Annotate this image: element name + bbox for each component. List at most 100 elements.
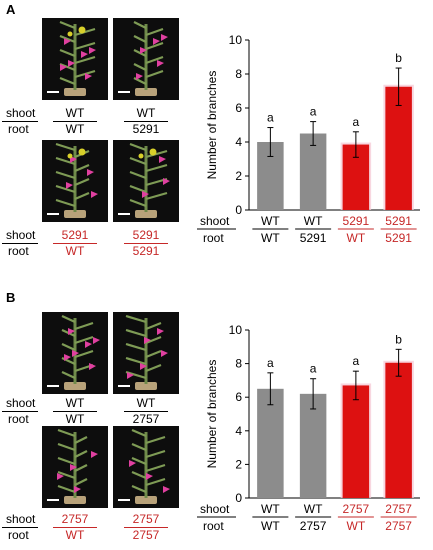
- row-divider: [2, 527, 38, 528]
- y-tick-label: 2: [235, 457, 242, 471]
- graft-divider: [53, 121, 97, 122]
- branches-chart-b: 0 2 4 6 8 10 Number of branches a a a b shoot root WT…: [197, 323, 420, 533]
- y-tick-label: 8: [235, 357, 242, 371]
- graft-shoot-label: WT: [136, 106, 156, 120]
- significance-letter: a: [310, 362, 317, 376]
- significance-letter: a: [267, 111, 274, 125]
- graft-root-label: 2757: [132, 528, 160, 542]
- plant-image: [113, 140, 179, 222]
- y-tick-label: 0: [235, 203, 242, 217]
- y-axis-label: Number of branches: [205, 360, 219, 469]
- graft-root-label: WT: [65, 528, 85, 542]
- graft-divider: [124, 121, 168, 122]
- bar: [299, 133, 327, 210]
- graft-divider: [53, 411, 97, 412]
- plant-image: [113, 18, 179, 100]
- graft-shoot-label: WT: [65, 396, 85, 410]
- row-divider: [2, 411, 38, 412]
- graft-shoot-label: 5291: [61, 228, 89, 242]
- plant-photo: [42, 312, 108, 394]
- shoot-row-label: shoot: [200, 214, 230, 228]
- category-shoot-label: 2757: [385, 502, 412, 516]
- y-tick-label: 10: [229, 33, 243, 47]
- root-row-label: root: [203, 231, 224, 245]
- graft-shoot-label: 2757: [61, 512, 89, 526]
- y-tick-label: 8: [235, 67, 242, 81]
- y-tick-label: 6: [235, 390, 242, 404]
- panel-letter-a: A: [6, 2, 16, 17]
- graft-divider: [124, 411, 168, 412]
- category-root-label: 5291: [300, 231, 327, 245]
- plant-photo: [113, 140, 179, 222]
- graft-root-label: 2757: [132, 412, 160, 426]
- graft-divider: [124, 243, 168, 244]
- category-root-label: WT: [261, 519, 280, 533]
- significance-letter: a: [353, 354, 360, 368]
- significance-letter: a: [267, 356, 274, 370]
- graft-divider: [53, 243, 97, 244]
- root-row-label: root: [8, 122, 29, 136]
- bar: [299, 393, 327, 498]
- bar: [342, 385, 370, 498]
- graft-root-label: WT: [65, 244, 85, 258]
- root-row-label: root: [8, 528, 29, 542]
- significance-letter: a: [353, 115, 360, 129]
- shoot-row-label: shoot: [6, 396, 36, 410]
- plant-photo: [113, 18, 179, 100]
- category-shoot-label: 5291: [385, 214, 412, 228]
- category-root-label: WT: [261, 231, 280, 245]
- category-root-label: 2757: [300, 519, 327, 533]
- graft-root-label: 5291: [132, 122, 160, 136]
- plant-image: [42, 312, 108, 394]
- category-root-label: WT: [347, 231, 366, 245]
- graft-shoot-label: WT: [65, 106, 85, 120]
- plant-photo: [42, 18, 108, 100]
- row-divider: [2, 121, 38, 122]
- category-root-label: 2757: [385, 519, 412, 533]
- plant-image: [42, 140, 108, 222]
- significance-letter: b: [395, 332, 402, 346]
- shoot-row-label: shoot: [6, 512, 36, 526]
- significance-letter: b: [395, 51, 402, 65]
- row-divider: [2, 243, 38, 244]
- graft-root-label: 5291: [132, 244, 160, 258]
- plant-image: [113, 312, 179, 394]
- graft-shoot-label: 5291: [132, 228, 160, 242]
- significance-letter: a: [310, 105, 317, 119]
- y-tick-label: 4: [235, 424, 242, 438]
- category-shoot-label: 5291: [343, 214, 370, 228]
- graft-root-label: WT: [65, 122, 85, 136]
- y-tick-label: 10: [229, 323, 243, 337]
- bar: [385, 86, 412, 210]
- root-row-label: root: [8, 412, 29, 426]
- y-tick-label: 0: [235, 491, 242, 505]
- shoot-row-label: shoot: [200, 502, 230, 516]
- graft-divider: [53, 527, 97, 528]
- root-row-label: root: [203, 519, 224, 533]
- graft-shoot-label: 2757: [132, 512, 160, 526]
- category-shoot-label: 2757: [343, 502, 370, 516]
- root-row-label: root: [8, 244, 29, 258]
- shoot-row-label: shoot: [6, 228, 36, 242]
- y-tick-label: 4: [235, 135, 242, 149]
- graft-shoot-label: WT: [136, 396, 156, 410]
- bar: [385, 362, 412, 498]
- category-shoot-label: WT: [304, 214, 323, 228]
- plant-photo: [113, 426, 179, 508]
- panel-letter-b: B: [6, 290, 16, 305]
- plant-photo: [42, 140, 108, 222]
- graft-root-label: WT: [65, 412, 85, 426]
- category-root-label: WT: [347, 519, 366, 533]
- branches-chart-a: 0 2 4 6 8 10 Number of branches a a a b shoot root WT…: [197, 33, 420, 245]
- plant-photo: [42, 426, 108, 508]
- graft-divider: [124, 527, 168, 528]
- plant-photo: [113, 312, 179, 394]
- category-shoot-label: WT: [261, 214, 280, 228]
- y-tick-label: 6: [235, 101, 242, 115]
- plant-image: [42, 18, 108, 100]
- shoot-row-label: shoot: [6, 106, 36, 120]
- bar: [257, 388, 284, 498]
- category-shoot-label: WT: [261, 502, 280, 516]
- plant-image: [42, 426, 108, 508]
- y-tick-label: 2: [235, 169, 242, 183]
